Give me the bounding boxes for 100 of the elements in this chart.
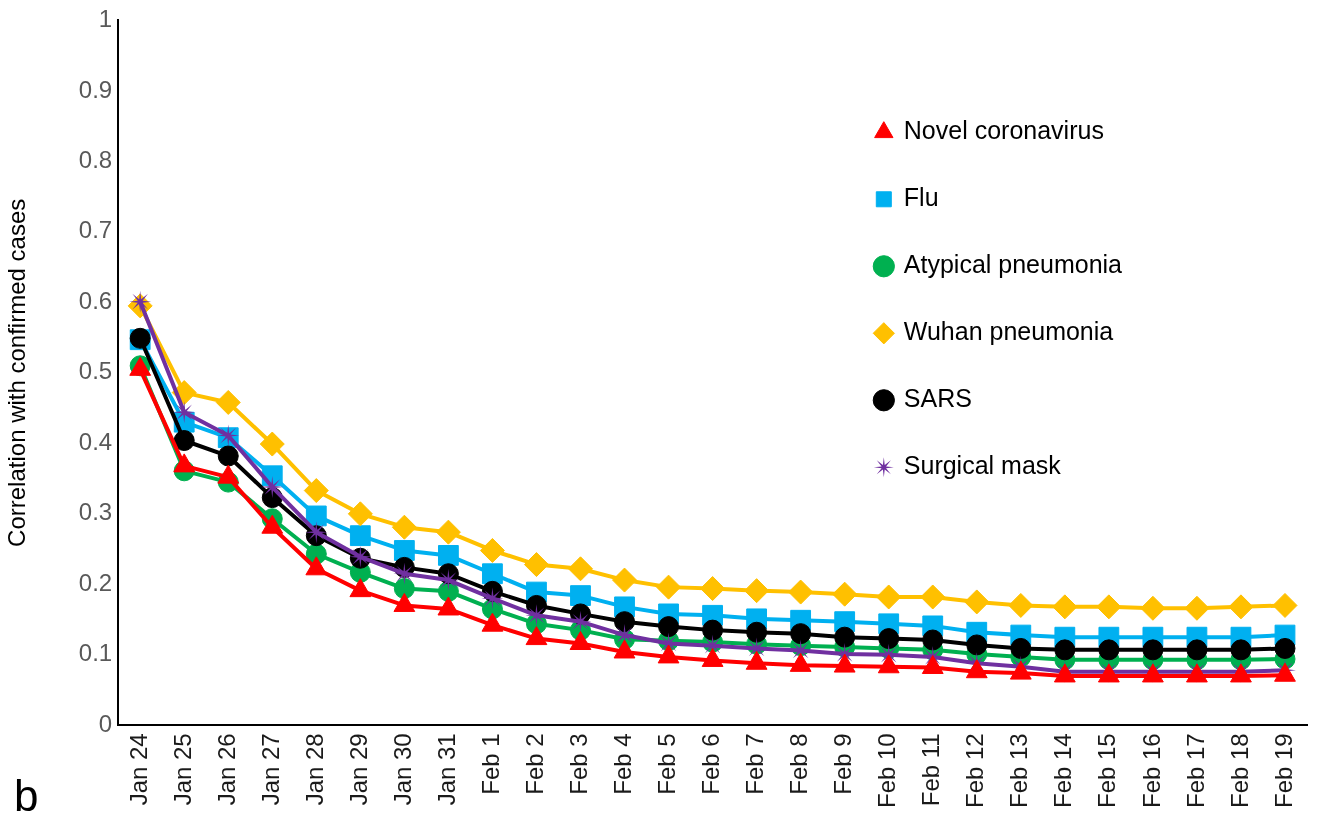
x-tick-label: Feb 2 [521,733,549,795]
y-tick-label: 0.3 [78,498,113,526]
x-tick-label: Jan 24 [124,733,152,806]
point [303,478,329,504]
x-tick-label: Feb 6 [697,733,725,795]
point [1140,595,1166,621]
y-tick-label: 0.5 [78,357,113,385]
point [746,621,768,643]
point [1096,594,1122,620]
point [878,628,900,650]
point [656,574,682,600]
x-tick-label: Feb 1 [477,733,505,795]
x-tick-label: Jan 28 [300,733,328,806]
point [700,576,726,602]
point [173,430,195,452]
x-tick-label: Feb 16 [1137,733,1165,808]
point [259,431,285,457]
point [612,567,638,593]
y-tick-label: 0.6 [78,286,113,314]
x-tick-label: Jan 26 [212,733,240,806]
point [391,514,417,540]
x-tick-label: Feb 15 [1093,733,1121,808]
point [523,552,549,578]
point [570,585,591,606]
point [834,626,856,648]
point [1274,637,1296,659]
legend-label: Wuhan pneumonia [903,317,1114,346]
x-tick-label: Feb 11 [917,733,945,807]
x-tick-label: Feb 17 [1181,733,1209,808]
y-tick-label: 0.8 [78,146,113,173]
point [349,525,371,547]
point [479,537,505,563]
point [1008,592,1034,618]
point [173,401,196,424]
point [438,545,459,566]
x-tick-label: Jan 31 [433,733,461,806]
point [435,519,461,545]
x-tick-label: Jan 29 [344,733,372,806]
x-tick-label: Feb 7 [741,733,769,795]
y-tick-label: 0.9 [78,75,113,103]
x-tick-label: Jan 27 [256,733,284,806]
point [525,604,548,627]
x-tick-label: Feb 4 [609,733,637,795]
x-tick-label: Feb 5 [653,733,681,795]
point [347,501,373,527]
point [482,563,503,585]
point [305,505,327,527]
point [569,610,592,633]
x-tick-label: Jan 25 [168,733,196,806]
x-tick-label: Jan 30 [388,733,416,806]
text: b [14,771,39,820]
x-tick-label: Feb 14 [1049,733,1077,808]
point [788,579,814,605]
x-tick-label: Feb 19 [1269,733,1297,808]
legend-label: Flu [903,183,939,212]
y-tick-label: 0 [98,709,113,737]
point [966,634,988,656]
point [922,629,944,651]
point [393,578,415,600]
point [920,584,946,610]
x-tick-label: Feb 8 [785,733,813,795]
y-tick-label: 0.1 [78,639,113,667]
point [1142,639,1164,661]
point [614,611,636,633]
point [393,540,415,561]
point [393,562,416,585]
point [658,616,680,638]
point [702,619,724,641]
x-tick-label: Feb 3 [565,733,593,795]
legend-label: Atypical pneumonia [903,250,1123,279]
point [1186,639,1208,661]
x-tick-label: Feb 9 [829,733,857,795]
x-tick-label: Feb 12 [961,733,989,808]
point [1010,637,1032,659]
point [215,389,241,415]
x-tick-label: Feb 10 [873,733,901,808]
legend-label: Novel coronavirus [903,116,1104,145]
y-tick-label: 1 [98,5,113,33]
point [876,584,902,610]
point [744,578,770,604]
y-tick-label: 0.2 [78,568,113,596]
legend-label: Surgical mask [903,451,1062,480]
y-tick-label: 0.7 [78,216,113,244]
point [1098,639,1120,661]
point [567,556,593,582]
point [790,623,812,645]
point [1272,592,1298,618]
point [832,581,858,607]
x-tick-label: Feb 13 [1005,733,1033,808]
point [481,587,504,610]
point [1230,639,1252,661]
y-tick-label: 0.4 [78,427,113,455]
point [1054,639,1076,661]
x-tick-label: Feb 18 [1225,733,1253,808]
point [1184,595,1210,621]
point [217,445,239,467]
legend-label: SARS [903,384,972,413]
y-axis-title: Correlation with confirmed cases [3,198,31,547]
point [1228,594,1254,620]
point [964,589,990,615]
